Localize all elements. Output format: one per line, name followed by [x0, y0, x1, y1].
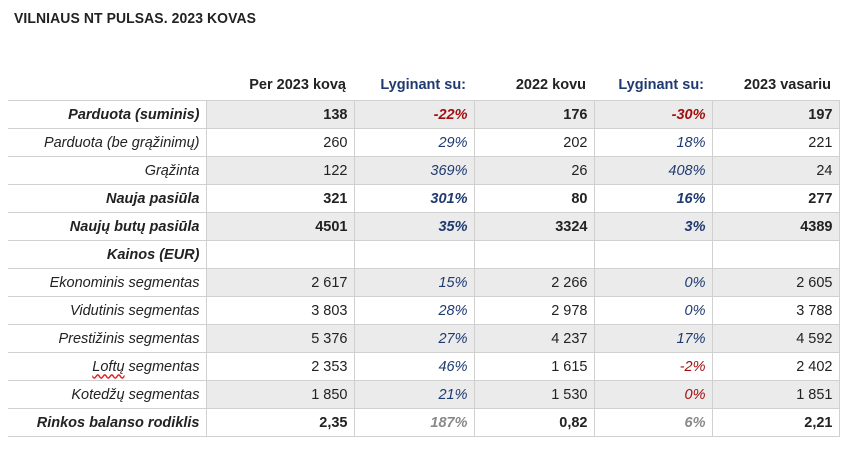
table-row: Kotedžų segmentas 1 850 21% 1 530 0% 1 8…	[8, 380, 840, 409]
table-row: Loftų segmentas 2 353 46% 1 615 -2% 2 40…	[8, 352, 840, 381]
cell-percent: 3%	[593, 212, 713, 241]
cell-value: 260	[205, 128, 355, 157]
cell-value: 277	[711, 184, 840, 213]
row-label: Grąžinta	[8, 156, 206, 185]
cell-value: 1 850	[205, 380, 355, 409]
cell-value: 80	[473, 184, 595, 213]
cell-percent: 27%	[353, 324, 475, 353]
cell-value: 197	[711, 100, 840, 129]
cell-percent: 0%	[593, 296, 713, 325]
cell-percent: 408%	[593, 156, 713, 185]
cell-value: 4389	[711, 212, 840, 241]
header-empty	[8, 70, 206, 101]
cell-value: 3324	[473, 212, 595, 241]
row-label: Prestižinis segmentas	[8, 324, 206, 353]
cell-value: 2 353	[205, 352, 355, 381]
table-row: Kainos (EUR)	[8, 240, 840, 269]
table-row: Prestižinis segmentas 5 376 27% 4 237 17…	[8, 324, 840, 353]
cell-percent: -2%	[593, 352, 713, 381]
cell-value: 2,35	[205, 408, 355, 437]
cell-percent: 187%	[353, 408, 475, 437]
cell-percent: 369%	[353, 156, 475, 185]
cell-percent: 21%	[353, 380, 475, 409]
cell-value: 1 615	[473, 352, 595, 381]
cell-value: 1 851	[711, 380, 840, 409]
table-row: Nauja pasiūla 321 301% 80 16% 277	[8, 184, 840, 213]
row-label: Naujų butų pasiūla	[8, 212, 206, 241]
cell-percent: 15%	[353, 268, 475, 297]
row-label: Kotedžų segmentas	[8, 380, 206, 409]
cell-value: 122	[205, 156, 355, 185]
row-label-rest: segmentas	[124, 358, 200, 375]
cell-value: 3 788	[711, 296, 840, 325]
table-row: Vidutinis segmentas 3 803 28% 2 978 0% 3…	[8, 296, 840, 325]
cell-value: 176	[473, 100, 595, 129]
cell-value: 5 376	[205, 324, 355, 353]
cell-value: 2,21	[711, 408, 840, 437]
cell-percent	[593, 240, 713, 269]
table-row: Parduota (be grąžinimų) 260 29% 202 18% …	[8, 128, 840, 157]
cell-value: 138	[205, 100, 355, 129]
row-label: Rinkos balanso rodiklis	[8, 408, 206, 437]
row-label: Kainos (EUR)	[8, 240, 206, 269]
market-pulse-table: Per 2023 kovą Lyginant su: 2022 kovu Lyg…	[8, 70, 840, 437]
cell-percent: 16%	[593, 184, 713, 213]
cell-value: 2 617	[205, 268, 355, 297]
cell-percent: 0%	[593, 268, 713, 297]
cell-value	[711, 240, 840, 269]
row-label: Parduota (be grąžinimų)	[8, 128, 206, 157]
cell-percent: -22%	[353, 100, 475, 129]
cell-value: 3 803	[205, 296, 355, 325]
cell-value: 321	[205, 184, 355, 213]
cell-value: 26	[473, 156, 595, 185]
cell-value: 0,82	[473, 408, 595, 437]
cell-percent: 29%	[353, 128, 475, 157]
cell-value: 202	[473, 128, 595, 157]
cell-percent: 17%	[593, 324, 713, 353]
table-row: Rinkos balanso rodiklis 2,35 187% 0,82 6…	[8, 408, 840, 437]
cell-percent: 35%	[353, 212, 475, 241]
cell-value: 4 592	[711, 324, 840, 353]
row-label: Ekonominis segmentas	[8, 268, 206, 297]
cell-percent: 46%	[353, 352, 475, 381]
cell-percent: 6%	[593, 408, 713, 437]
header-previous-year: 2022 kovu	[515, 77, 586, 93]
row-label: Vidutinis segmentas	[8, 296, 206, 325]
header-current-month: Per 2023 kovą	[249, 77, 346, 93]
header-compare-2: Lyginant su:	[618, 77, 704, 93]
cell-percent	[353, 240, 475, 269]
row-label: Nauja pasiūla	[8, 184, 206, 213]
table-row: Parduota (suminis) 138 -22% 176 -30% 197	[8, 100, 840, 129]
table-row: Naujų butų pasiūla 4501 35% 3324 3% 4389	[8, 212, 840, 241]
cell-percent: 0%	[593, 380, 713, 409]
cell-percent: 18%	[593, 128, 713, 157]
cell-percent: -30%	[593, 100, 713, 129]
cell-value	[473, 240, 595, 269]
header-compare-1: Lyginant su:	[380, 77, 466, 93]
row-label: Loftų segmentas	[8, 352, 206, 381]
header-previous-month: 2023 vasariu	[743, 77, 831, 93]
table-row: Ekonominis segmentas 2 617 15% 2 266 0% …	[8, 268, 840, 297]
cell-percent: 28%	[353, 296, 475, 325]
page-title: VILNIAUS NT PULSAS. 2023 KOVAS	[14, 10, 257, 27]
cell-value: 4 237	[473, 324, 595, 353]
table-row: Grąžinta 122 369% 26 408% 24	[8, 156, 840, 185]
cell-value: 2 978	[473, 296, 595, 325]
cell-value: 1 530	[473, 380, 595, 409]
cell-value: 4501	[205, 212, 355, 241]
cell-value	[205, 240, 355, 269]
cell-value: 2 605	[711, 268, 840, 297]
cell-value: 2 266	[473, 268, 595, 297]
cell-value: 2 402	[711, 352, 840, 381]
cell-percent: 301%	[353, 184, 475, 213]
spellcheck-word: Loftų	[92, 358, 125, 375]
row-label: Parduota (suminis)	[8, 100, 206, 129]
header-row: Per 2023 kovą Lyginant su: 2022 kovu Lyg…	[8, 70, 839, 101]
cell-value: 24	[711, 156, 840, 185]
cell-value: 221	[711, 128, 840, 157]
